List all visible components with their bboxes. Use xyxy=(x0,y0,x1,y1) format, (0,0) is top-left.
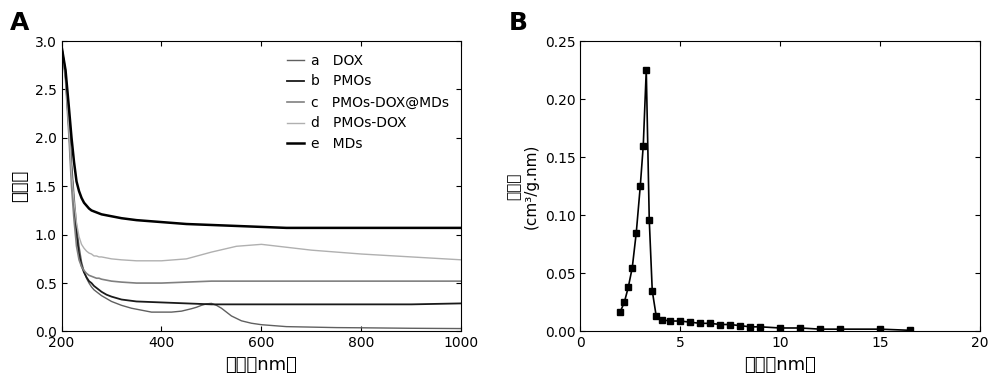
Text: B: B xyxy=(508,11,527,35)
Legend: a   DOX, b   PMOs, c   PMOs-DOX@MDs, d   PMOs-DOX, e   MDs: a DOX, b PMOs, c PMOs-DOX@MDs, d PMOs-DO… xyxy=(282,48,454,157)
X-axis label: 波长（nm）: 波长（nm） xyxy=(744,356,816,374)
Y-axis label: 吸光度: 吸光度 xyxy=(11,170,29,203)
Y-axis label: 孔面积
(cm³/g.nm): 孔面积 (cm³/g.nm) xyxy=(507,144,539,229)
X-axis label: 波长（nm）: 波长（nm） xyxy=(226,356,297,374)
Text: A: A xyxy=(10,11,29,35)
